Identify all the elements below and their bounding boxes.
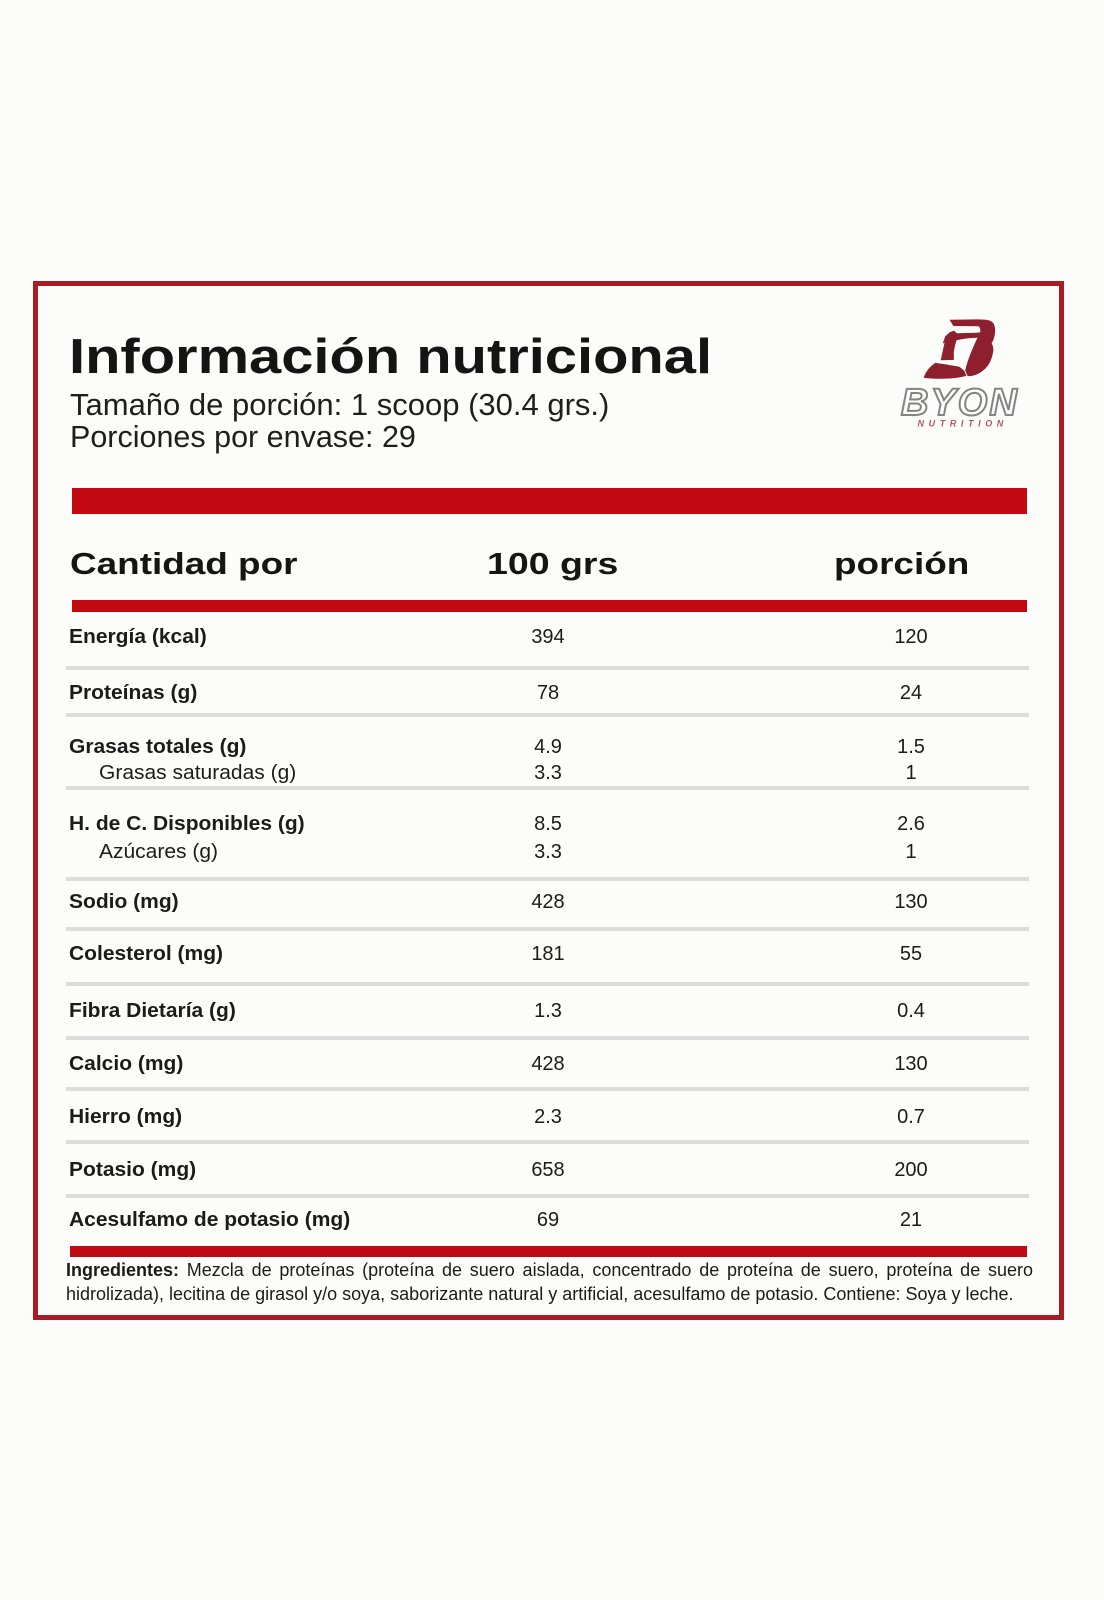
svg-text:NUTRITION: NUTRITION	[918, 418, 1008, 428]
svg-text:BYON: BYON	[901, 382, 1019, 424]
